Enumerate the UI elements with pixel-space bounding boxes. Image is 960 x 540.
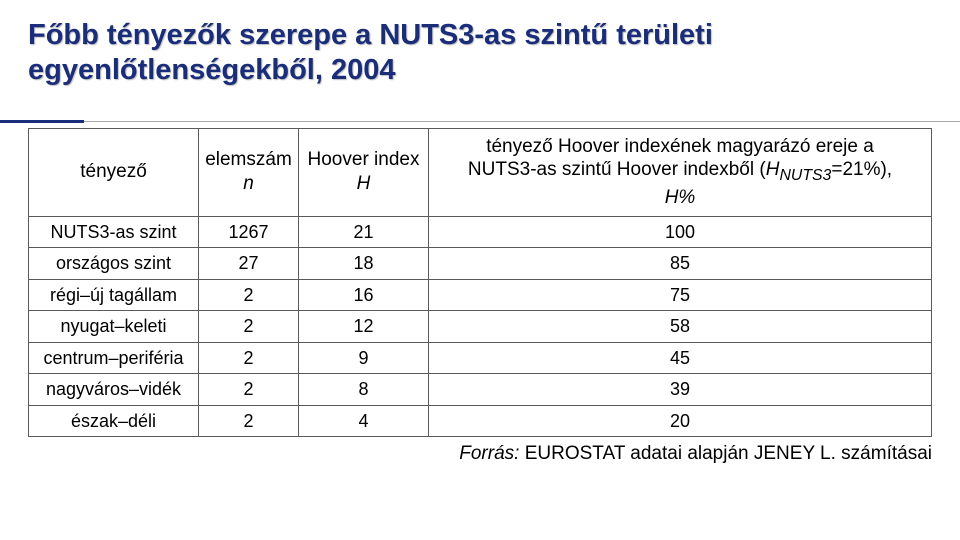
cell-factor: nagyváros–vidék [29, 374, 199, 406]
cell-pct: 45 [429, 342, 932, 374]
slide-container: Főbb tényezők szerepe a NUTS3-as szintű … [0, 0, 960, 540]
cell-pct: 75 [429, 279, 932, 311]
table-row: NUTS3-as szint 1267 21 100 [29, 216, 932, 248]
cell-h: 8 [299, 374, 429, 406]
col-header-n: elemszám n [199, 128, 299, 216]
col-header-explained-H: H [766, 159, 780, 180]
cell-factor: országos szint [29, 248, 199, 280]
data-table: tényező elemszám n Hoover index H tényez… [28, 128, 932, 438]
col-header-explained-sub: NUTS3 [779, 167, 831, 184]
cell-h: 12 [299, 311, 429, 343]
cell-h: 9 [299, 342, 429, 374]
cell-h: 18 [299, 248, 429, 280]
cell-factor: észak–déli [29, 405, 199, 437]
cell-h: 16 [299, 279, 429, 311]
col-header-explained-l1: tényező Hoover indexének magyarázó ereje… [486, 136, 874, 157]
source-label: Forrás: [459, 443, 519, 464]
table-row: nyugat–keleti 2 12 58 [29, 311, 932, 343]
cell-pct: 20 [429, 405, 932, 437]
col-header-factor: tényező [29, 128, 199, 216]
cell-factor: NUTS3-as szint [29, 216, 199, 248]
table-row: régi–új tagállam 2 16 75 [29, 279, 932, 311]
cell-factor: nyugat–keleti [29, 311, 199, 343]
col-header-explained-l2a: NUTS3-as szintű Hoover indexből ( [468, 159, 766, 180]
table-row: centrum–periféria 2 9 45 [29, 342, 932, 374]
cell-h: 4 [299, 405, 429, 437]
col-header-explained-after: =21%), [831, 159, 892, 180]
col-header-hoover-label: Hoover index [308, 149, 420, 170]
col-header-hoover: Hoover index H [299, 128, 429, 216]
col-header-explained: tényező Hoover indexének magyarázó ereje… [429, 128, 932, 216]
cell-factor: régi–új tagállam [29, 279, 199, 311]
source-text: EUROSTAT adatai alapján JENEY L. számítá… [519, 443, 932, 464]
table-header: tényező elemszám n Hoover index H tényez… [29, 128, 932, 216]
table-header-row: tényező elemszám n Hoover index H tényez… [29, 128, 932, 216]
table-row: országos szint 27 18 85 [29, 248, 932, 280]
source-line: Forrás: EUROSTAT adatai alapján JENEY L.… [28, 443, 932, 465]
cell-n: 2 [199, 342, 299, 374]
cell-factor: centrum–periféria [29, 342, 199, 374]
cell-pct: 58 [429, 311, 932, 343]
table-row: nagyváros–vidék 2 8 39 [29, 374, 932, 406]
cell-n: 1267 [199, 216, 299, 248]
accent-bar [0, 120, 84, 123]
table-row: észak–déli 2 4 20 [29, 405, 932, 437]
col-header-explained-symbol: H% [665, 187, 696, 208]
cell-n: 2 [199, 311, 299, 343]
accent-line [84, 121, 960, 122]
slide-title: Főbb tényezők szerepe a NUTS3-as szintű … [28, 18, 932, 88]
cell-pct: 85 [429, 248, 932, 280]
cell-pct: 39 [429, 374, 932, 406]
cell-n: 2 [199, 374, 299, 406]
cell-n: 2 [199, 405, 299, 437]
cell-h: 21 [299, 216, 429, 248]
col-header-n-label: elemszám [205, 149, 292, 170]
cell-n: 2 [199, 279, 299, 311]
cell-pct: 100 [429, 216, 932, 248]
table-body: NUTS3-as szint 1267 21 100 országos szin… [29, 216, 932, 437]
col-header-n-symbol: n [243, 173, 254, 194]
col-header-hoover-symbol: H [357, 173, 371, 194]
cell-n: 27 [199, 248, 299, 280]
